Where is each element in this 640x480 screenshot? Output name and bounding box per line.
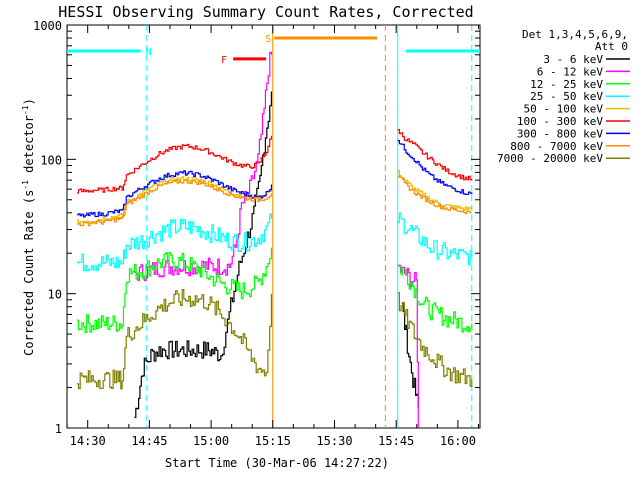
flare-flag-label: F — [221, 55, 227, 66]
legend-entry-label: 7000 - 20000 keV — [497, 152, 603, 165]
legend-entry-label: 300 - 800 keV — [517, 127, 603, 140]
y-axis-label: Corrected Count Rate (s-1 detector-1) — [21, 98, 36, 356]
legend-entry-label: 25 - 50 keV — [530, 90, 603, 103]
x-tick-label: 15:00 — [193, 434, 229, 448]
series-line-after-saa — [397, 264, 419, 428]
legend-entry-label: 100 - 300 keV — [517, 115, 603, 128]
legend-entry-label: 12 - 25 keV — [530, 78, 603, 91]
series-line — [76, 179, 272, 227]
series-line-after-saa — [397, 129, 473, 181]
x-tick-label: 14:45 — [131, 434, 167, 448]
night-flag-label: N — [146, 47, 152, 58]
series-group — [76, 51, 473, 428]
x-tick-label: 15:15 — [255, 434, 291, 448]
x-axis-label: Start Time (30-Mar-06 14:27:22) — [165, 456, 389, 470]
y-tick-label: 10 — [48, 288, 62, 302]
series-line-after-saa — [397, 175, 472, 215]
series-line-after-saa — [397, 139, 473, 195]
series-line — [76, 135, 272, 194]
legend-entry-label: 3 - 6 keV — [543, 53, 603, 66]
annotation-group: N S F — [67, 25, 480, 428]
series-line-after-saa — [401, 302, 419, 409]
series-line-after-saa — [397, 265, 473, 333]
series-line-after-saa — [397, 212, 473, 266]
y-tick-label: 1000 — [33, 19, 62, 33]
series-line — [76, 213, 272, 272]
y-tick-label: 1 — [55, 422, 62, 436]
legend-header-attenuator: Att 0 — [595, 40, 628, 53]
plot-frame-group — [66, 24, 481, 429]
series-line — [76, 247, 272, 334]
chart-title: HESSI Observing Summary Count Rates, Cor… — [58, 3, 473, 21]
x-tick-label: 14:30 — [70, 434, 106, 448]
legend-header-detectors: Det 1,3,4,5,6,9, — [522, 28, 628, 41]
axis-group: 14:30 14:45 15:00 15:15 15:30 15:45 16:00 1 10 10… — [33, 19, 480, 448]
y-tick-label: 100 — [40, 153, 62, 167]
series-line-after-saa — [397, 169, 473, 211]
plot-frame — [66, 24, 481, 429]
legend-entry-label: 800 - 7000 keV — [510, 140, 603, 153]
series-line — [76, 170, 272, 218]
legend-entry-label: 6 - 12 keV — [537, 65, 604, 78]
x-tick-label: 16:00 — [440, 434, 476, 448]
series-line — [76, 289, 272, 390]
series-line — [76, 176, 272, 225]
saa-flag-label: S — [265, 34, 271, 45]
y-axis-label-sup2: -1 — [21, 105, 30, 115]
y-axis-label-main: Corrected Count Rate (s — [22, 190, 36, 356]
x-tick-label: 15:30 — [316, 434, 352, 448]
legend-entry-label: 50 - 100 keV — [524, 103, 604, 116]
series-line-after-saa — [397, 292, 473, 387]
x-tick-label: 15:45 — [378, 434, 414, 448]
y-axis-label-mid: detector — [22, 115, 36, 180]
series-line — [134, 91, 272, 419]
y-axis-label-sup1: -1 — [21, 180, 30, 190]
y-axis-label-end: ) — [22, 98, 36, 105]
